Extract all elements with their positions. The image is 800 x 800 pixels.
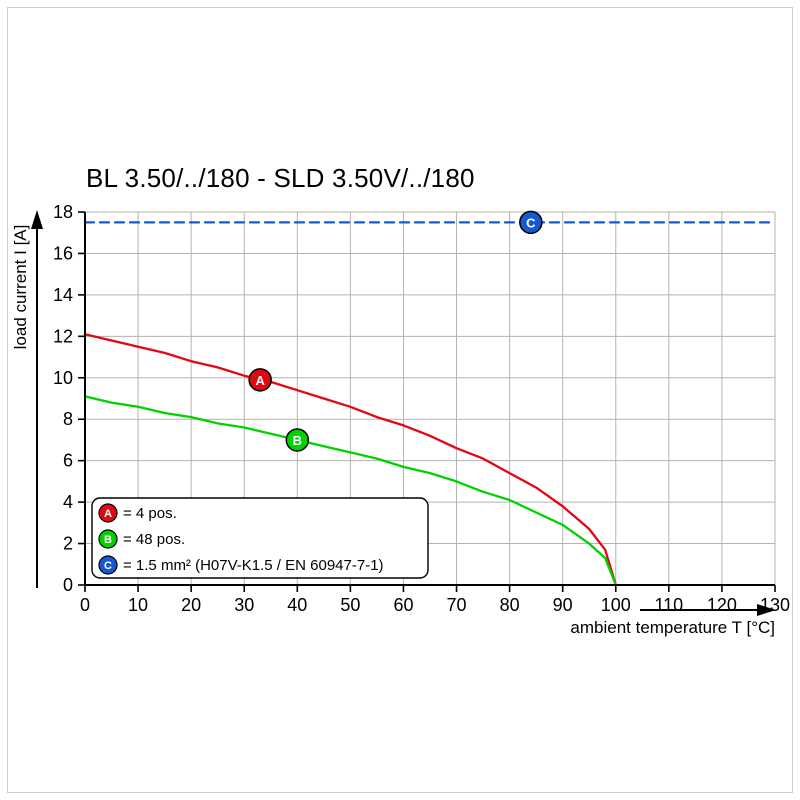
y-tick-label-18: 18 (53, 202, 73, 222)
legend-marker-label-A: A (104, 508, 112, 520)
legend-marker-A (98, 503, 118, 523)
x-tick-label-0: 0 (80, 595, 90, 615)
x-tick-label-30: 30 (234, 595, 254, 615)
legend-box (91, 497, 429, 579)
x-axis-arrow-head (757, 604, 776, 616)
y-tick-label-12: 12 (53, 326, 73, 346)
y-tick-label-2: 2 (63, 534, 73, 554)
y-tick-label-16: 16 (53, 243, 73, 263)
marker-B (285, 428, 310, 452)
marker-C (519, 210, 543, 235)
curve-A (83, 333, 617, 587)
y-tick-label-0: 0 (63, 575, 73, 595)
x-tick-label-100: 100 (601, 595, 631, 615)
legend-marker-label-B: B (104, 534, 112, 546)
x-tick-label-10: 10 (128, 595, 148, 615)
chart-title: BL 3.50/../180 - SLD 3.50V/../180 (86, 163, 475, 193)
marker-label-B: B (293, 433, 302, 448)
legend-marker-label-C: C (104, 560, 112, 572)
legend-marker-B (98, 529, 118, 549)
y-tick-label-8: 8 (63, 409, 73, 429)
x-tick-label-50: 50 (340, 595, 360, 615)
marker-label-A: A (255, 373, 265, 388)
x-tick-label-70: 70 (447, 595, 467, 615)
x-axis-label: ambient temperature T [°C] (570, 618, 775, 637)
x-tick-label-60: 60 (393, 595, 413, 615)
legend-entry-A: = 4 pos. (123, 505, 177, 522)
legend-entry-C: = 1.5 mm² (H07V-K1.5 / EN 60947-7-1) (123, 557, 384, 574)
x-tick-label-40: 40 (287, 595, 307, 615)
x-tick-label-120: 120 (707, 595, 737, 615)
y-tick-label-6: 6 (63, 451, 73, 471)
x-tick-label-110: 110 (654, 595, 683, 615)
marker-A (248, 368, 272, 392)
curve-B (83, 395, 617, 587)
x-tick-label-90: 90 (553, 595, 573, 615)
y-tick-label-10: 10 (53, 368, 73, 388)
marker-label-C: C (526, 215, 536, 230)
y-tick-label-14: 14 (53, 285, 73, 305)
y-tick-label-4: 4 (63, 492, 73, 512)
y-axis-arrow-head (31, 210, 43, 229)
x-tick-label-80: 80 (500, 595, 520, 615)
legend-entry-B: = 48 pos. (123, 531, 185, 548)
legend-marker-C (98, 555, 118, 575)
x-tick-label-20: 20 (181, 595, 201, 615)
